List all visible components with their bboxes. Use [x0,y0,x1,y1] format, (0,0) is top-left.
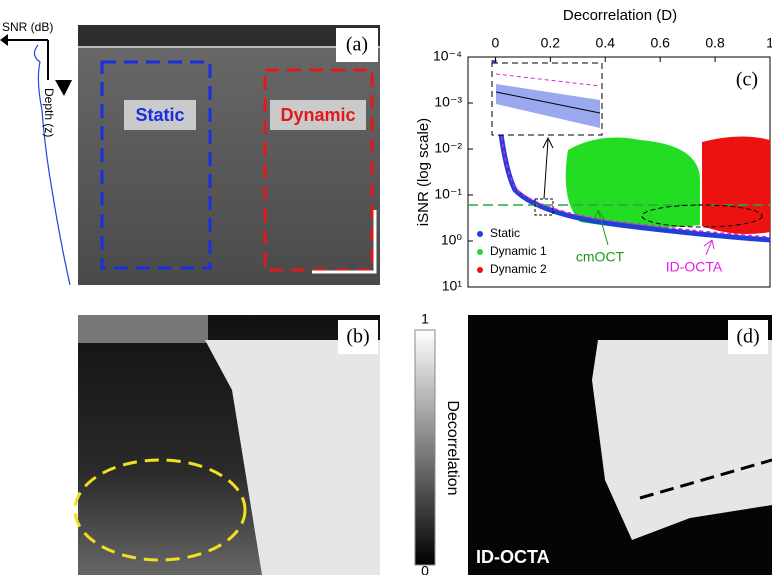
legend-label: Static [490,226,520,240]
colorbar [415,330,435,565]
image-top [78,25,380,47]
legend-label: Dynamic 1 [490,244,547,258]
x-tick-label: 0.8 [705,35,725,51]
x-tick-label: 0 [492,35,500,51]
static-label: Static [135,105,184,125]
legend-label: Dynamic 2 [490,262,547,276]
image-top [78,315,208,343]
x-axis-title: Decorrelation (D) [563,7,677,24]
panel-label: (c) [736,69,758,91]
colorbar-min: 0 [421,563,429,575]
y-tick-label: 10¹ [442,278,463,294]
y-tick-label: 10⁻⁴ [433,48,462,64]
legend-marker [477,249,483,255]
panel-label: (b) [346,326,369,348]
legend-marker [477,231,483,237]
x-tick-label: 1 [766,35,772,51]
dynamic1-cloud [566,138,700,228]
profile-axes [8,40,48,80]
x-tick-label: 0.2 [541,35,561,51]
arrowheads [0,34,72,96]
annotation: cmOCT [576,249,625,265]
dynamic-label: Dynamic [280,105,355,125]
x-tick-label: 0.6 [650,35,670,51]
profile-y-label: Depth (z) [42,88,56,137]
panel-label: (d) [736,326,759,348]
panel-b: (b) 1 0 Decorrelation [75,311,461,575]
legend-marker [477,267,483,273]
y-tick-label: 10⁰ [441,232,463,248]
method-label: ID-OCTA [476,547,550,567]
annotation: ID-OCTA [666,259,723,275]
panel-d: (d) ID-OCTA [468,315,772,575]
x-tick-label: 0.4 [596,35,616,51]
panel-c: (c) Decorrelation (D) iSNR (log scale) 1… [415,7,772,294]
oct-image [78,25,380,285]
panel-label: (a) [346,34,368,56]
y-tick-label: 10⁻² [434,140,462,156]
profile-x-label: SNR (dB) [2,20,53,34]
y-axis-title: iSNR (log scale) [415,118,432,226]
y-tick-label: 10⁻¹ [434,186,462,202]
colorbar-max: 1 [421,311,429,327]
panel-a: SNR (dB) Depth (z) Static Dynamic (a) [0,20,380,285]
figure: SNR (dB) Depth (z) Static Dynamic (a) (b… [0,0,772,575]
colorbar-label: Decorrelation [444,400,461,495]
y-tick-label: 10⁻³ [434,94,462,110]
